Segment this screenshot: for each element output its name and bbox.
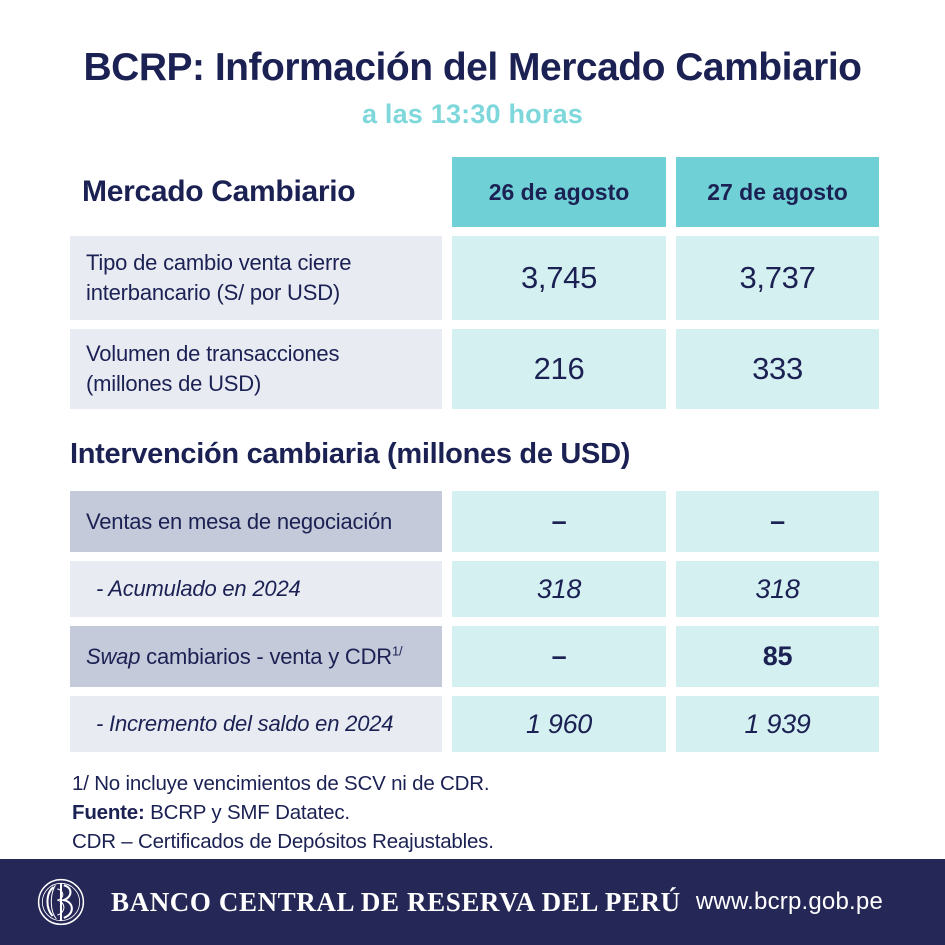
bcrp-logo-icon [37,878,85,926]
table-row: - Acumulado en 2024 318 318 [70,561,883,617]
table-row: Volumen de transacciones (millones de US… [70,329,883,409]
footer-url: www.bcrp.gob.pe [695,888,883,915]
bank-name: BANCO CENTRAL DE RESERVA DEL PERÚ [111,886,681,917]
table-row: Ventas en mesa de negociación – – [70,491,883,552]
page-title: BCRP: Información del Mercado Cambiario [83,46,862,89]
swap-word: Swap [86,643,141,669]
row-label-swap: Swap cambiarios - venta y CDR1/ [70,626,442,687]
footnote-source-text: BCRP y SMF Datatec. [144,801,350,825]
value-volumen-26: 216 [452,329,666,409]
value-acumulado-27: 318 [676,561,879,617]
footnote-cdr: CDR – Certificados de Depósitos Reajusta… [72,830,494,854]
value-acumulado-26: 318 [452,561,666,617]
footnote-source: Fuente: BCRP y SMF Datatec. [72,798,883,827]
page-subtitle: a las 13:30 horas [361,99,584,129]
row-label-volumen: Volumen de transacciones (millones de US… [70,329,442,409]
row-label-tipo-de-cambio: Tipo de cambio venta cierre interbancari… [70,236,442,320]
table-row: Swap cambiarios - venta y CDR1/ – 85 [70,626,883,687]
footnotes: 1/ No incluye vencimientos de SCV ni de … [72,769,883,856]
row-label-incremento: - Incremento del saldo en 2024 [70,696,442,752]
swap-rest: cambiarios - venta y CDR [140,643,392,669]
table-row: - Incremento del saldo en 2024 1 960 1 9… [70,696,883,752]
value-tipo-de-cambio-26: 3,745 [452,236,666,320]
value-swap-26: – [452,626,666,687]
value-ventas-mesa-27: – [676,491,879,552]
footnote-1: 1/ No incluye vencimientos de SCV ni de … [72,772,490,795]
exchange-market-table: Mercado Cambiario 26 de agosto 27 de ago… [70,157,883,752]
value-ventas-mesa-26: – [452,491,666,552]
footnote-source-label: Fuente: [72,801,145,825]
table-title: Mercado Cambiario [82,175,356,208]
table-row: Tipo de cambio venta cierre interbancari… [70,236,883,320]
value-incremento-26: 1 960 [452,696,666,752]
value-swap-27: 85 [676,626,879,687]
table-header-row: Mercado Cambiario 26 de agosto 27 de ago… [70,157,883,227]
value-tipo-de-cambio-27: 3,737 [676,236,879,320]
row-label-ventas-mesa: Ventas en mesa de negociación [70,491,442,552]
header: BCRP: Información del Mercado Cambiario … [0,0,945,130]
section-title-intervencion: Intervención cambiaria (millones de USD) [70,438,631,470]
column-header-27-agosto: 27 de agosto [676,157,879,227]
footnote-marker: 1/ [391,643,403,659]
row-label-acumulado: - Acumulado en 2024 [70,561,442,617]
value-volumen-27: 333 [676,329,879,409]
value-incremento-27: 1 939 [676,696,879,752]
column-header-26-agosto: 26 de agosto [452,157,666,227]
swap-label-text: Swap cambiarios - venta y CDR1/ [86,642,403,672]
footer-bar: BANCO CENTRAL DE RESERVA DEL PERÚ www.bc… [0,859,945,945]
